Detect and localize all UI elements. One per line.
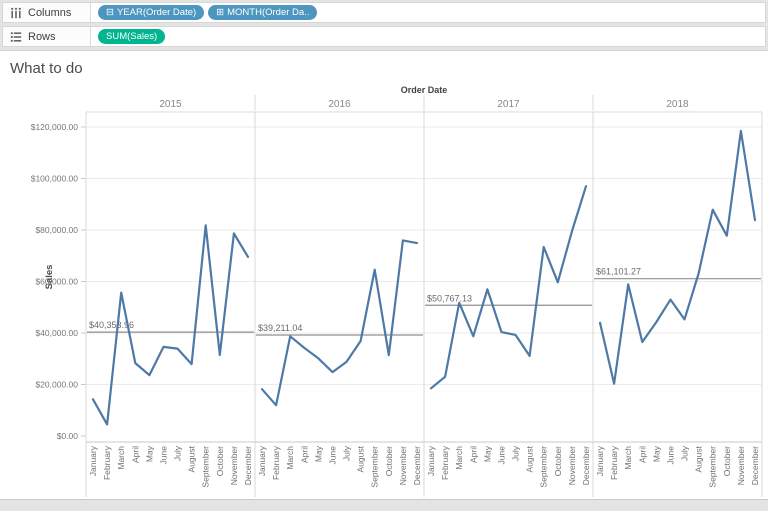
month-label[interactable]: July [680, 445, 690, 461]
rows-shelf-text: Rows [28, 30, 56, 43]
sales-line-2018[interactable] [598, 129, 757, 385]
expand-hierarchy-icon[interactable]: ⊞ [216, 6, 225, 18]
month-label[interactable]: November [736, 446, 746, 485]
month-label[interactable]: June [327, 446, 337, 465]
average-reference-label: $39,211.04 [258, 323, 302, 333]
month-label[interactable]: February [271, 445, 281, 480]
month-label[interactable]: June [496, 446, 506, 465]
month-label[interactable]: November [229, 446, 239, 485]
month-label[interactable]: March [623, 446, 633, 470]
y-tick-label: $80,000.00 [35, 225, 78, 235]
month-label[interactable]: March [285, 446, 295, 470]
month-label[interactable]: April [299, 446, 309, 463]
average-reference-label: $40,353.96 [89, 320, 134, 330]
month-label[interactable]: June [665, 446, 675, 465]
average-reference-label: $61,101.27 [596, 267, 641, 277]
year-header-label[interactable]: 2017 [497, 99, 520, 110]
month-label[interactable]: July [511, 445, 521, 461]
columns-shelf-text: Columns [28, 6, 72, 19]
y-tick-label: $20,000.00 [35, 380, 78, 390]
worksheet: What to do [0, 50, 768, 500]
month-label[interactable]: January [88, 445, 98, 476]
month-label[interactable]: November [398, 446, 408, 485]
columns-icon [10, 7, 22, 19]
rows-pill-area[interactable]: SUM(Sales) [91, 27, 765, 46]
chart-svg: $0.00 $20,000.00 $40,000.00 $60,000.00 $80,0… [31, 85, 763, 497]
month-label[interactable]: November [567, 446, 577, 485]
month-label[interactable]: April [637, 446, 647, 463]
y-tick-label: $100,000.00 [31, 174, 79, 184]
column-field-title: Order Date [401, 85, 448, 95]
month-label[interactable]: April [468, 446, 478, 463]
month-label[interactable]: July [173, 445, 183, 461]
month-label[interactable]: March [454, 446, 464, 470]
month-label[interactable]: May [313, 445, 323, 462]
rows-shelf-label: Rows [3, 27, 91, 46]
month-label[interactable]: March [116, 446, 126, 470]
month-label[interactable]: August [694, 445, 704, 472]
month-label[interactable]: September [539, 446, 549, 488]
month-label[interactable]: August [187, 445, 197, 472]
month-label[interactable]: October [722, 446, 732, 476]
columns-pill-area[interactable]: ⊟ YEAR(Order Date) ⊞ MONTH(Order Da.. [91, 3, 765, 22]
rows-icon [10, 31, 22, 43]
month-label[interactable]: February [102, 445, 112, 480]
month-label[interactable]: September [370, 446, 380, 488]
pill-month-order-date-label: MONTH(Order Da.. [227, 7, 310, 18]
y-tick-label: $60,000.00 [35, 277, 78, 287]
month-label[interactable]: May [482, 445, 492, 462]
month-label[interactable]: February [609, 445, 619, 480]
pill-year-order-date[interactable]: ⊟ YEAR(Order Date) [98, 5, 205, 20]
month-label[interactable]: October [553, 446, 563, 476]
month-label[interactable]: December [412, 446, 422, 485]
sales-line-2016[interactable] [260, 239, 419, 407]
pill-year-order-date-label: YEAR(Order Date) [116, 7, 197, 18]
month-label[interactable]: June [158, 446, 168, 465]
month-label[interactable]: May [651, 445, 661, 462]
month-label[interactable]: August [356, 445, 366, 472]
month-label[interactable]: October [215, 446, 225, 476]
y-tick-label: $120,000.00 [31, 122, 79, 132]
year-header-label[interactable]: 2018 [666, 99, 689, 110]
month-label[interactable]: October [384, 446, 394, 476]
month-label[interactable]: July [342, 445, 352, 461]
average-reference-label: $50,767.13 [427, 293, 472, 303]
y-tick-label: $0.00 [57, 431, 79, 441]
columns-shelf: Columns ⊟ YEAR(Order Date) ⊞ MONTH(Order… [2, 2, 766, 23]
month-label[interactable]: December [750, 446, 760, 485]
month-label[interactable]: August [525, 445, 535, 472]
collapse-hierarchy-icon[interactable]: ⊟ [106, 6, 114, 18]
columns-shelf-label: Columns [3, 3, 91, 22]
chart: $0.00 $20,000.00 $40,000.00 $60,000.00 $80,0… [0, 82, 768, 500]
month-label[interactable]: January [426, 445, 436, 476]
month-label[interactable]: September [201, 446, 211, 488]
y-axis-title: Sales [44, 265, 55, 290]
y-tick-label: $40,000.00 [35, 328, 78, 338]
month-label[interactable]: December [581, 446, 591, 485]
month-label[interactable]: January [257, 445, 267, 476]
month-label[interactable]: February [440, 445, 450, 480]
month-label[interactable]: January [595, 445, 605, 476]
year-header-label[interactable]: 2015 [159, 99, 182, 110]
month-label[interactable]: September [708, 446, 718, 488]
year-header-label[interactable]: 2016 [328, 99, 351, 110]
pill-month-order-date[interactable]: ⊞ MONTH(Order Da.. [208, 5, 318, 20]
month-label[interactable]: April [130, 446, 140, 463]
sales-line-2017[interactable] [429, 185, 588, 390]
sales-line-2015[interactable] [91, 224, 250, 426]
pill-sum-sales-label: SUM(Sales) [106, 31, 158, 42]
month-label[interactable]: May [144, 445, 154, 462]
rows-shelf: Rows SUM(Sales) [2, 26, 766, 47]
month-label[interactable]: December [243, 446, 253, 485]
worksheet-title[interactable]: What to do [10, 60, 83, 77]
pill-sum-sales[interactable]: SUM(Sales) [98, 29, 166, 44]
